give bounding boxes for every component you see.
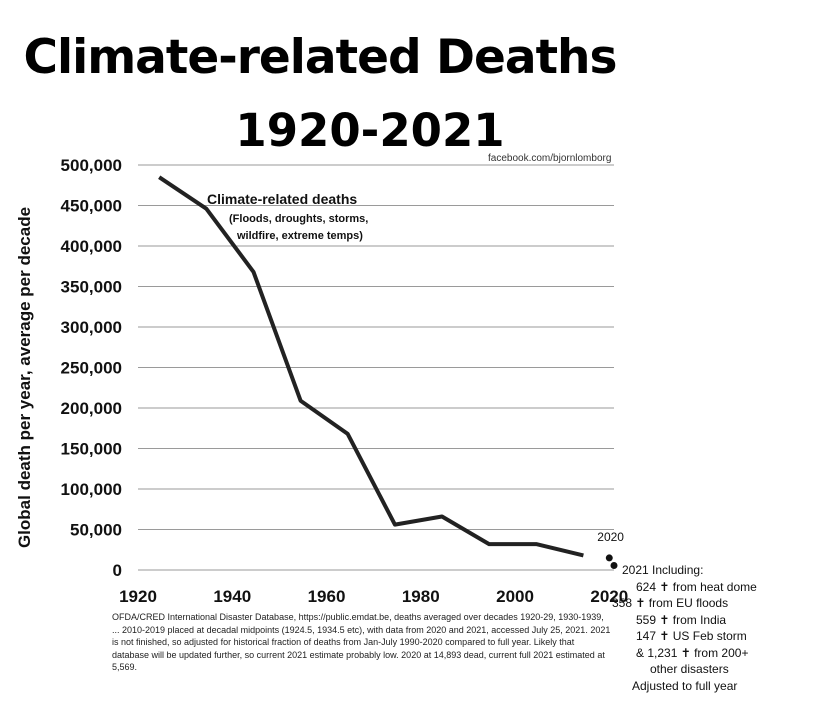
y-tick-label: 250,000 [61,359,122,378]
data-point [605,554,613,562]
y-tick-label: 400,000 [61,237,122,256]
series-subtitle: (Floods, droughts, storms, [229,213,368,225]
y-tick-label: 300,000 [61,318,122,337]
x-tick-label: 2020 [590,587,628,606]
y-tick-label: 100,000 [61,480,122,499]
side-note-2021: 2021 Including: 624 ✝ from heat dome 358 ✝… [612,562,812,694]
source-footnote: OFDA/CRED International Disaster Databas… [112,612,611,672]
x-tick-label: 1940 [213,587,251,606]
y-tick-label: 0 [113,561,122,580]
y-tick-label: 150,000 [61,440,122,459]
side-note-line: 559 ✝ from India [636,612,727,627]
data-point-label: 2020 [597,530,624,544]
y-tick-label: 350,000 [61,278,122,297]
side-note-line: & 1,231 ✝ from 200+ [636,645,749,660]
y-axis-label: Global death per year, average per decad… [15,207,34,548]
chart-title-line2: 1920-2021 [235,104,505,157]
side-note-line: 358 ✝ from EU floods [612,596,729,610]
side-note-line: 2021 Including: [622,563,704,577]
y-tick-label: 500,000 [61,156,122,175]
x-tick-label: 2000 [496,587,534,606]
y-tick-label: 200,000 [61,399,122,418]
x-tick-label: 1920 [119,587,157,606]
y-tick-label: 450,000 [61,197,122,216]
x-tick-label: 1960 [308,587,346,606]
series-name: Climate-related deaths [207,191,357,207]
side-note-line: other disasters [650,662,729,676]
x-tick-label: 1980 [402,587,440,606]
side-note-line: 624 ✝ from heat dome [636,579,757,594]
series-line [158,175,584,558]
side-note-line: 147 ✝ US Feb storm [636,629,747,643]
series-subtitle: wildfire, extreme temps) [236,230,363,242]
source-credit: facebook.com/bjornlomborg [488,153,612,164]
data-point [610,561,618,569]
y-tick-label: 50,000 [70,521,122,540]
side-note-line: Adjusted to full year [632,678,738,693]
chart-title-line1: Climate-related Deaths [23,30,618,85]
